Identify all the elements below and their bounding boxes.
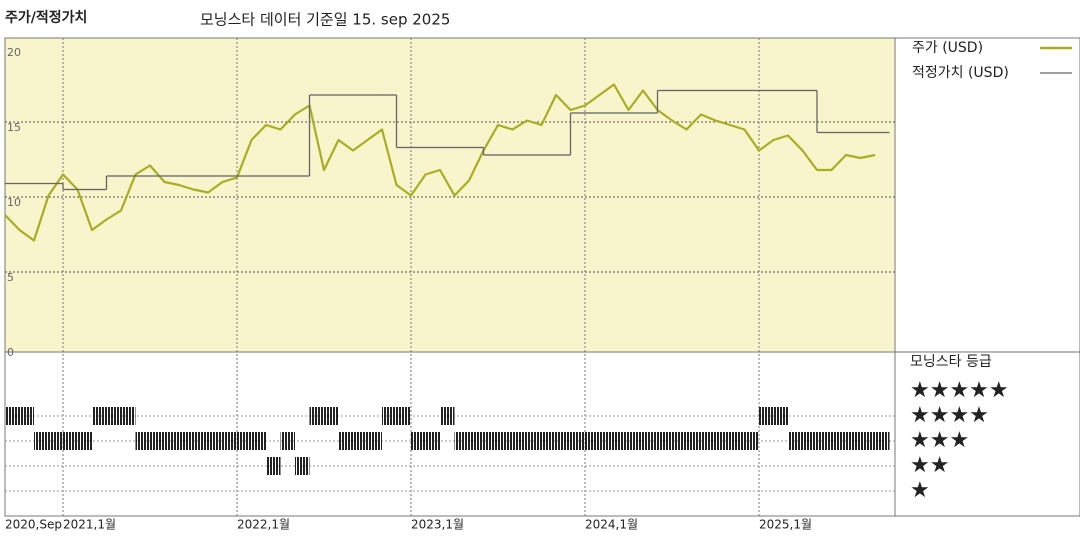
rating-bar [353,432,368,450]
rating-bar [614,432,629,450]
rating-bar [92,407,107,425]
rating-bar [425,432,440,450]
rating-bar [121,407,136,425]
rating-bar [570,432,585,450]
price-line [4,83,876,242]
rating-bar [846,432,861,450]
rating-bar [831,432,846,450]
chart-subtitle: 모닝스타 데이터 기준일 15. sep 2025 [200,11,450,29]
rating-bar [469,432,484,450]
rating-bar [585,432,600,450]
rating-bar [715,432,730,450]
rating-bar [556,432,571,450]
rating-bar [817,432,832,450]
chart-title: 주가/적정가치 [5,9,87,26]
rating-bar [324,407,339,425]
rating-bar [657,432,672,450]
y-tick-label: 20 [7,46,21,59]
x-tick-label: 2025,1월 [759,518,812,532]
rating-bar [48,432,63,450]
rating-bar [498,432,513,450]
rating-bar [396,407,411,425]
rating-label: ★ [910,478,930,503]
rating-bar [744,432,759,450]
rating-bar [628,432,643,450]
rating-bar [483,432,498,450]
rating-bar [367,432,382,450]
rating-bar [63,432,78,450]
legend-label: 주가 (USD) [912,40,983,56]
rating-bar [222,432,237,450]
rating-bar [686,432,701,450]
rating-bar [730,432,745,450]
rating-bar [193,432,208,450]
rating-bar [759,407,774,425]
rating-bar [19,407,34,425]
rating-label: ★★★ [910,428,969,453]
rating-bar [150,432,165,450]
rating-bar [541,432,556,450]
rating-bar [860,432,875,450]
legend-label: 적정가치 (USD) [912,65,1009,81]
rating-bar [672,432,687,450]
y-tick-label: 5 [7,271,14,284]
rating-bar [701,432,716,450]
x-tick-label: 2021,1월 [63,518,116,532]
rating-bar [295,457,310,475]
rating-bar [77,432,92,450]
ratings-title: 모닝스타 등급 [910,354,992,370]
price-panel [5,38,895,352]
rating-bar [875,432,890,450]
rating-bar [34,432,49,450]
rating-bar [208,432,223,450]
rating-bar [440,407,455,425]
rating-bar [106,407,121,425]
rating-bar [251,432,266,450]
rating-bar [338,432,353,450]
rating-bar [5,407,20,425]
frame [4,37,1080,517]
x-tick-label: 2022,1월 [237,518,290,532]
rating-bar [411,432,426,450]
rating-bar [309,407,324,425]
rating-bar [788,432,803,450]
rating-bar [512,432,527,450]
rating-bar [599,432,614,450]
rating-label: ★★★★★ [910,378,1009,403]
x-tick-label: 2023,1월 [411,518,464,532]
rating-bar [454,432,469,450]
rating-bar [179,432,194,450]
rating-bar [266,457,281,475]
x-tick-label: 2020,Sep [5,518,62,532]
rating-bar [237,432,252,450]
rating-bar [135,432,150,450]
rating-bar [643,432,658,450]
rating-bar [802,432,817,450]
rating-label: ★★ [910,453,949,478]
rating-label: ★★★★ [910,403,989,428]
rating-bar [382,407,397,425]
x-tick-label: 2024,1월 [585,518,638,532]
rating-bar [280,432,295,450]
y-tick-label: 15 [7,121,21,134]
rating-bar [164,432,179,450]
rating-bar [773,407,788,425]
rating-bar [527,432,542,450]
y-tick-label: 10 [7,196,21,209]
y-tick-label: 0 [7,346,14,359]
